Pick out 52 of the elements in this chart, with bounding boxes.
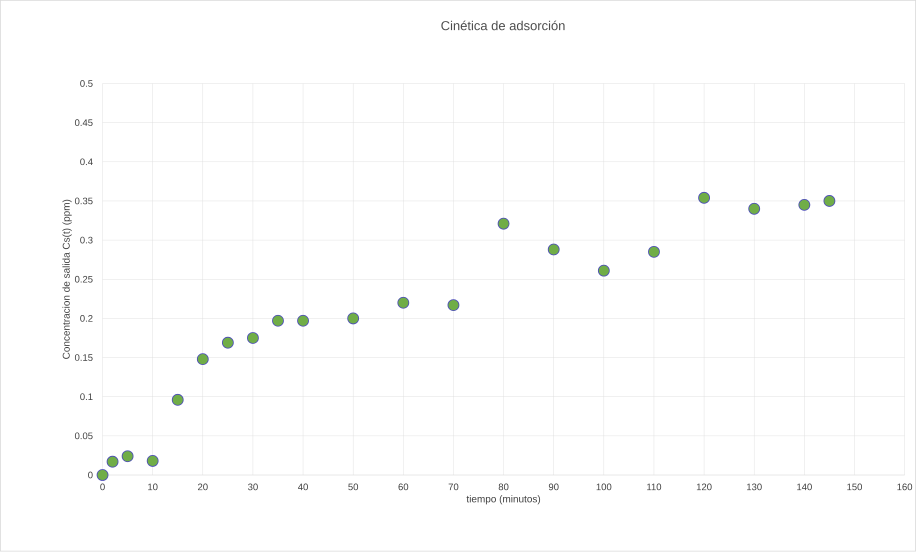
x-tick-label: 40: [298, 484, 308, 490]
y-tick-label: 0.35: [74, 198, 93, 205]
y-axis-title: Concentracion de salida Cs(t) (ppm): [62, 200, 72, 360]
x-tick-label: 50: [348, 484, 358, 490]
x-tick-label: 130: [747, 484, 762, 490]
point: [196, 353, 209, 366]
point: [498, 218, 510, 230]
y-tick-label: 0.25: [74, 276, 93, 283]
point: [297, 315, 309, 327]
point: [397, 297, 410, 309]
x-axis-title: tiempo (minutos): [466, 495, 540, 505]
point: [247, 332, 259, 344]
y-tick-label: 0.05: [74, 432, 93, 440]
point: [122, 450, 134, 462]
y-tick-label: 0.5: [80, 80, 93, 88]
x-tick-label: 20: [198, 484, 208, 490]
x-tick-label: 30: [248, 484, 258, 490]
point: [347, 312, 360, 325]
x-tick-label: 0: [100, 484, 105, 490]
point: [548, 244, 560, 256]
y-tick-label: 0.15: [74, 354, 93, 362]
point: [748, 203, 760, 215]
point: [824, 195, 836, 208]
x-tick-label: 110: [647, 484, 662, 490]
point: [106, 456, 118, 468]
point: [172, 394, 184, 406]
x-tick-label: 160: [897, 484, 912, 490]
x-tick-label: 100: [596, 484, 612, 490]
y-tick-label: 0.2: [80, 315, 93, 322]
x-tick-label: 80: [498, 484, 508, 490]
chart-title: Cinética de adsorción: [441, 20, 565, 30]
x-tick-label: 70: [448, 484, 458, 490]
point: [798, 199, 810, 212]
x-tick-label: 120: [696, 484, 712, 490]
point: [598, 264, 610, 277]
x-tick-label: 60: [398, 484, 408, 490]
x-tick-label: 90: [548, 484, 559, 490]
y-tick-label: 0.1: [80, 394, 93, 400]
point: [448, 299, 460, 312]
point: [648, 246, 660, 258]
x-tick-label: 150: [847, 484, 862, 490]
point: [146, 455, 159, 468]
y-tick-label: 0.3: [80, 236, 93, 244]
y-tick-label: 0.4: [80, 158, 93, 166]
x-tick-label: 10: [148, 484, 158, 490]
point: [698, 192, 710, 204]
point: [96, 469, 108, 482]
x-tick-label: 140: [797, 484, 812, 490]
y-tick-label: 0: [88, 472, 93, 479]
y-tick-label: 0.45: [74, 120, 93, 126]
point: [272, 315, 284, 327]
point: [222, 337, 234, 349]
